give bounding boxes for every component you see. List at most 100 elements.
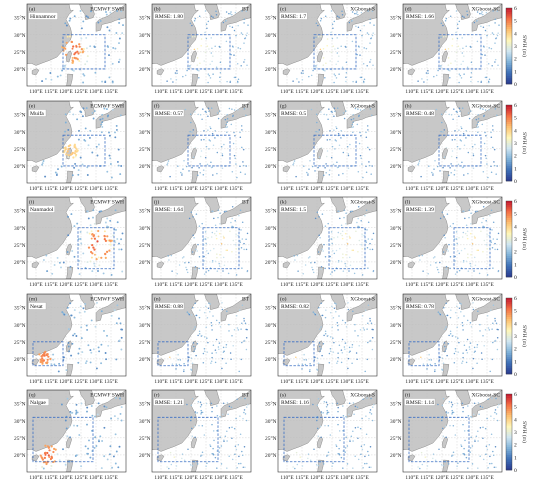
obs-point <box>369 61 371 63</box>
obs-point <box>244 322 247 325</box>
obs-point <box>86 328 89 331</box>
obs-point <box>114 241 117 244</box>
obs-point <box>338 55 340 57</box>
obs-point <box>490 136 493 139</box>
obs-point <box>357 458 360 461</box>
obs-point <box>451 150 454 152</box>
obs-point <box>232 46 234 48</box>
colorbar-tick: 0 <box>514 82 517 88</box>
obs-point <box>50 78 53 81</box>
obs-point <box>481 53 483 56</box>
obs-point <box>90 256 93 259</box>
obs-point <box>442 24 444 27</box>
colorbar-segment <box>506 352 512 356</box>
x-tick-label: 120°E <box>184 185 198 192</box>
obs-point <box>426 465 429 467</box>
obs-point <box>317 464 320 467</box>
obs-point <box>354 107 357 110</box>
obs-point <box>324 267 326 270</box>
land-island-0 <box>79 4 95 20</box>
obs-point <box>481 11 483 13</box>
obs-point <box>196 412 199 414</box>
obs-point <box>366 229 368 231</box>
storm-name: Hinnamnor <box>30 14 56 20</box>
x-tick-label: 110°E <box>280 378 294 385</box>
obs-point <box>476 210 478 212</box>
obs-point <box>89 361 92 364</box>
x-tick-label: 110°E <box>280 474 294 481</box>
obs-point <box>78 60 81 62</box>
obs-point <box>336 15 339 17</box>
obs-point <box>240 358 243 361</box>
obs-point <box>240 64 242 67</box>
obs-point <box>335 445 338 448</box>
obs-point <box>209 444 211 446</box>
obs-point <box>346 146 349 148</box>
colorbar-segment <box>506 241 512 244</box>
obs-point <box>368 466 371 469</box>
obs-point <box>231 170 234 173</box>
colorbar-label: SWH (m) <box>521 132 528 154</box>
obs-point <box>421 463 424 466</box>
storm-point <box>46 353 49 356</box>
obs-point <box>189 64 191 67</box>
obs-point <box>336 166 339 169</box>
obs-point <box>72 334 75 337</box>
obs-point <box>209 63 211 65</box>
obs-point <box>332 351 335 353</box>
obs-point <box>231 250 233 253</box>
obs-point <box>217 346 220 348</box>
storm-point <box>74 146 77 149</box>
land-island-4 <box>191 170 199 183</box>
region-box <box>187 134 231 167</box>
obs-point <box>332 45 335 47</box>
colorbar-segment <box>506 226 512 229</box>
obs-point <box>453 169 456 171</box>
obs-point <box>479 405 482 408</box>
obs-point <box>494 42 496 44</box>
obs-point <box>64 419 67 422</box>
obs-point <box>87 144 90 147</box>
obs-point <box>355 13 358 15</box>
obs-point <box>492 450 494 453</box>
colorbar-segment <box>506 247 512 250</box>
obs-point <box>64 463 67 466</box>
obs-point <box>234 453 236 456</box>
obs-point <box>493 161 495 163</box>
obs-point <box>494 18 497 20</box>
obs-point <box>494 339 497 342</box>
obs-point <box>100 362 103 365</box>
y-tick-label: 25°N <box>390 49 402 56</box>
obs-point <box>116 160 119 163</box>
obs-point <box>469 342 472 344</box>
obs-point <box>82 252 85 255</box>
storm-point <box>47 454 50 457</box>
obs-point <box>470 76 472 78</box>
obs-point <box>204 51 207 53</box>
obs-point <box>335 77 338 79</box>
colorbar-segment <box>506 310 512 314</box>
region-box <box>408 341 440 367</box>
colorbar-segment <box>506 446 512 450</box>
colorbar-segment <box>506 140 512 144</box>
obs-point <box>357 206 360 208</box>
obs-point <box>456 326 458 329</box>
y-tick-label: 30°N <box>139 418 151 425</box>
obs-point <box>345 416 348 419</box>
colorbar-segment <box>506 423 512 426</box>
obs-point <box>467 414 470 417</box>
obs-point <box>88 232 91 235</box>
storm-point <box>93 237 96 240</box>
obs-point <box>366 328 368 330</box>
obs-point <box>212 16 214 19</box>
obs-point <box>94 415 96 418</box>
colorbar-segment <box>506 361 512 364</box>
obs-point <box>110 417 113 420</box>
y-tick-label: 25°N <box>139 339 151 346</box>
obs-point <box>198 330 201 332</box>
obs-point <box>121 32 124 35</box>
obs-point <box>345 61 348 64</box>
obs-point <box>334 48 336 50</box>
